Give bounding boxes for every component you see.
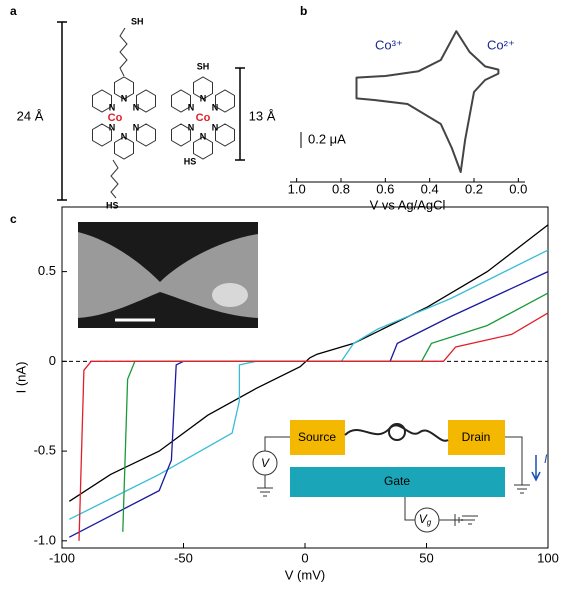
annotation: Co³⁺ (375, 37, 403, 52)
wire (265, 437, 290, 451)
nitrogen: N (121, 93, 128, 103)
thiol: HS (184, 156, 197, 166)
y-axis-label: I (nA) (13, 362, 28, 394)
y-tick-label: -0.5 (34, 443, 56, 458)
voltmeter-label: V (261, 456, 270, 470)
ring (137, 124, 156, 146)
ground (505, 437, 530, 493)
x-axis-label: V (mV) (285, 567, 325, 582)
alkyl-chain (120, 28, 127, 76)
x-tick-label: 50 (419, 550, 433, 565)
nitrogen: N (133, 122, 140, 132)
thiol: SH (131, 16, 144, 26)
x-tick-label: -100 (49, 550, 75, 565)
nitrogen: N (212, 122, 219, 132)
x-tick-label: 0.4 (421, 181, 439, 196)
nitrogen: N (109, 102, 116, 112)
ring (137, 90, 156, 112)
current-label: I (544, 452, 548, 466)
thiol: HS (106, 200, 119, 210)
x-tick-label: -50 (174, 550, 193, 565)
gate-label: Gate (384, 474, 410, 488)
electrode-highlight (212, 283, 248, 307)
nitrogen: N (200, 131, 207, 141)
molecule (345, 425, 448, 440)
ground (257, 475, 273, 496)
length-label: 24 Å (17, 108, 44, 123)
figure: a 24 Å 13 Å SH HS Co SH HS Co b c Source… (0, 0, 563, 588)
nitrogen: N (133, 102, 140, 112)
x-tick-label: 0.0 (509, 181, 527, 196)
panel-label: c (10, 212, 17, 226)
ground (455, 516, 478, 524)
ring (216, 90, 235, 112)
annotation: Co²⁺ (487, 37, 515, 52)
x-axis-label: V vs Ag/AgCl (370, 197, 446, 212)
y-tick-label: -1.0 (34, 532, 56, 547)
x-tick-label: 0.2 (465, 181, 483, 196)
nitrogen: N (188, 102, 195, 112)
nitrogen: N (121, 131, 128, 141)
x-tick-label: 0 (301, 550, 308, 565)
scale-bar-label: 0.2 μA (308, 131, 346, 146)
thiol: SH (197, 61, 210, 71)
metal: Co (196, 112, 211, 124)
panel-label: b (300, 4, 307, 18)
x-tick-label: 1.0 (288, 181, 306, 196)
x-tick-label: 100 (537, 550, 559, 565)
y-tick-label: 0.5 (38, 263, 56, 278)
y-tick-label: 0 (49, 353, 56, 368)
length-label: 13 Å (249, 108, 276, 123)
nitrogen: N (109, 122, 116, 132)
ring (216, 124, 235, 146)
drain-label: Drain (462, 430, 491, 444)
panel-label: a (10, 4, 17, 18)
x-tick-label: 0.8 (332, 181, 350, 196)
source-label: Source (298, 430, 336, 444)
gate-voltmeter-sub: g (427, 518, 432, 527)
nitrogen: N (188, 122, 195, 132)
current-arrow (532, 455, 540, 480)
alkyl-chain (111, 160, 118, 198)
nitrogen: N (200, 93, 207, 103)
nitrogen: N (212, 102, 219, 112)
x-tick-label: 0.6 (376, 181, 394, 196)
